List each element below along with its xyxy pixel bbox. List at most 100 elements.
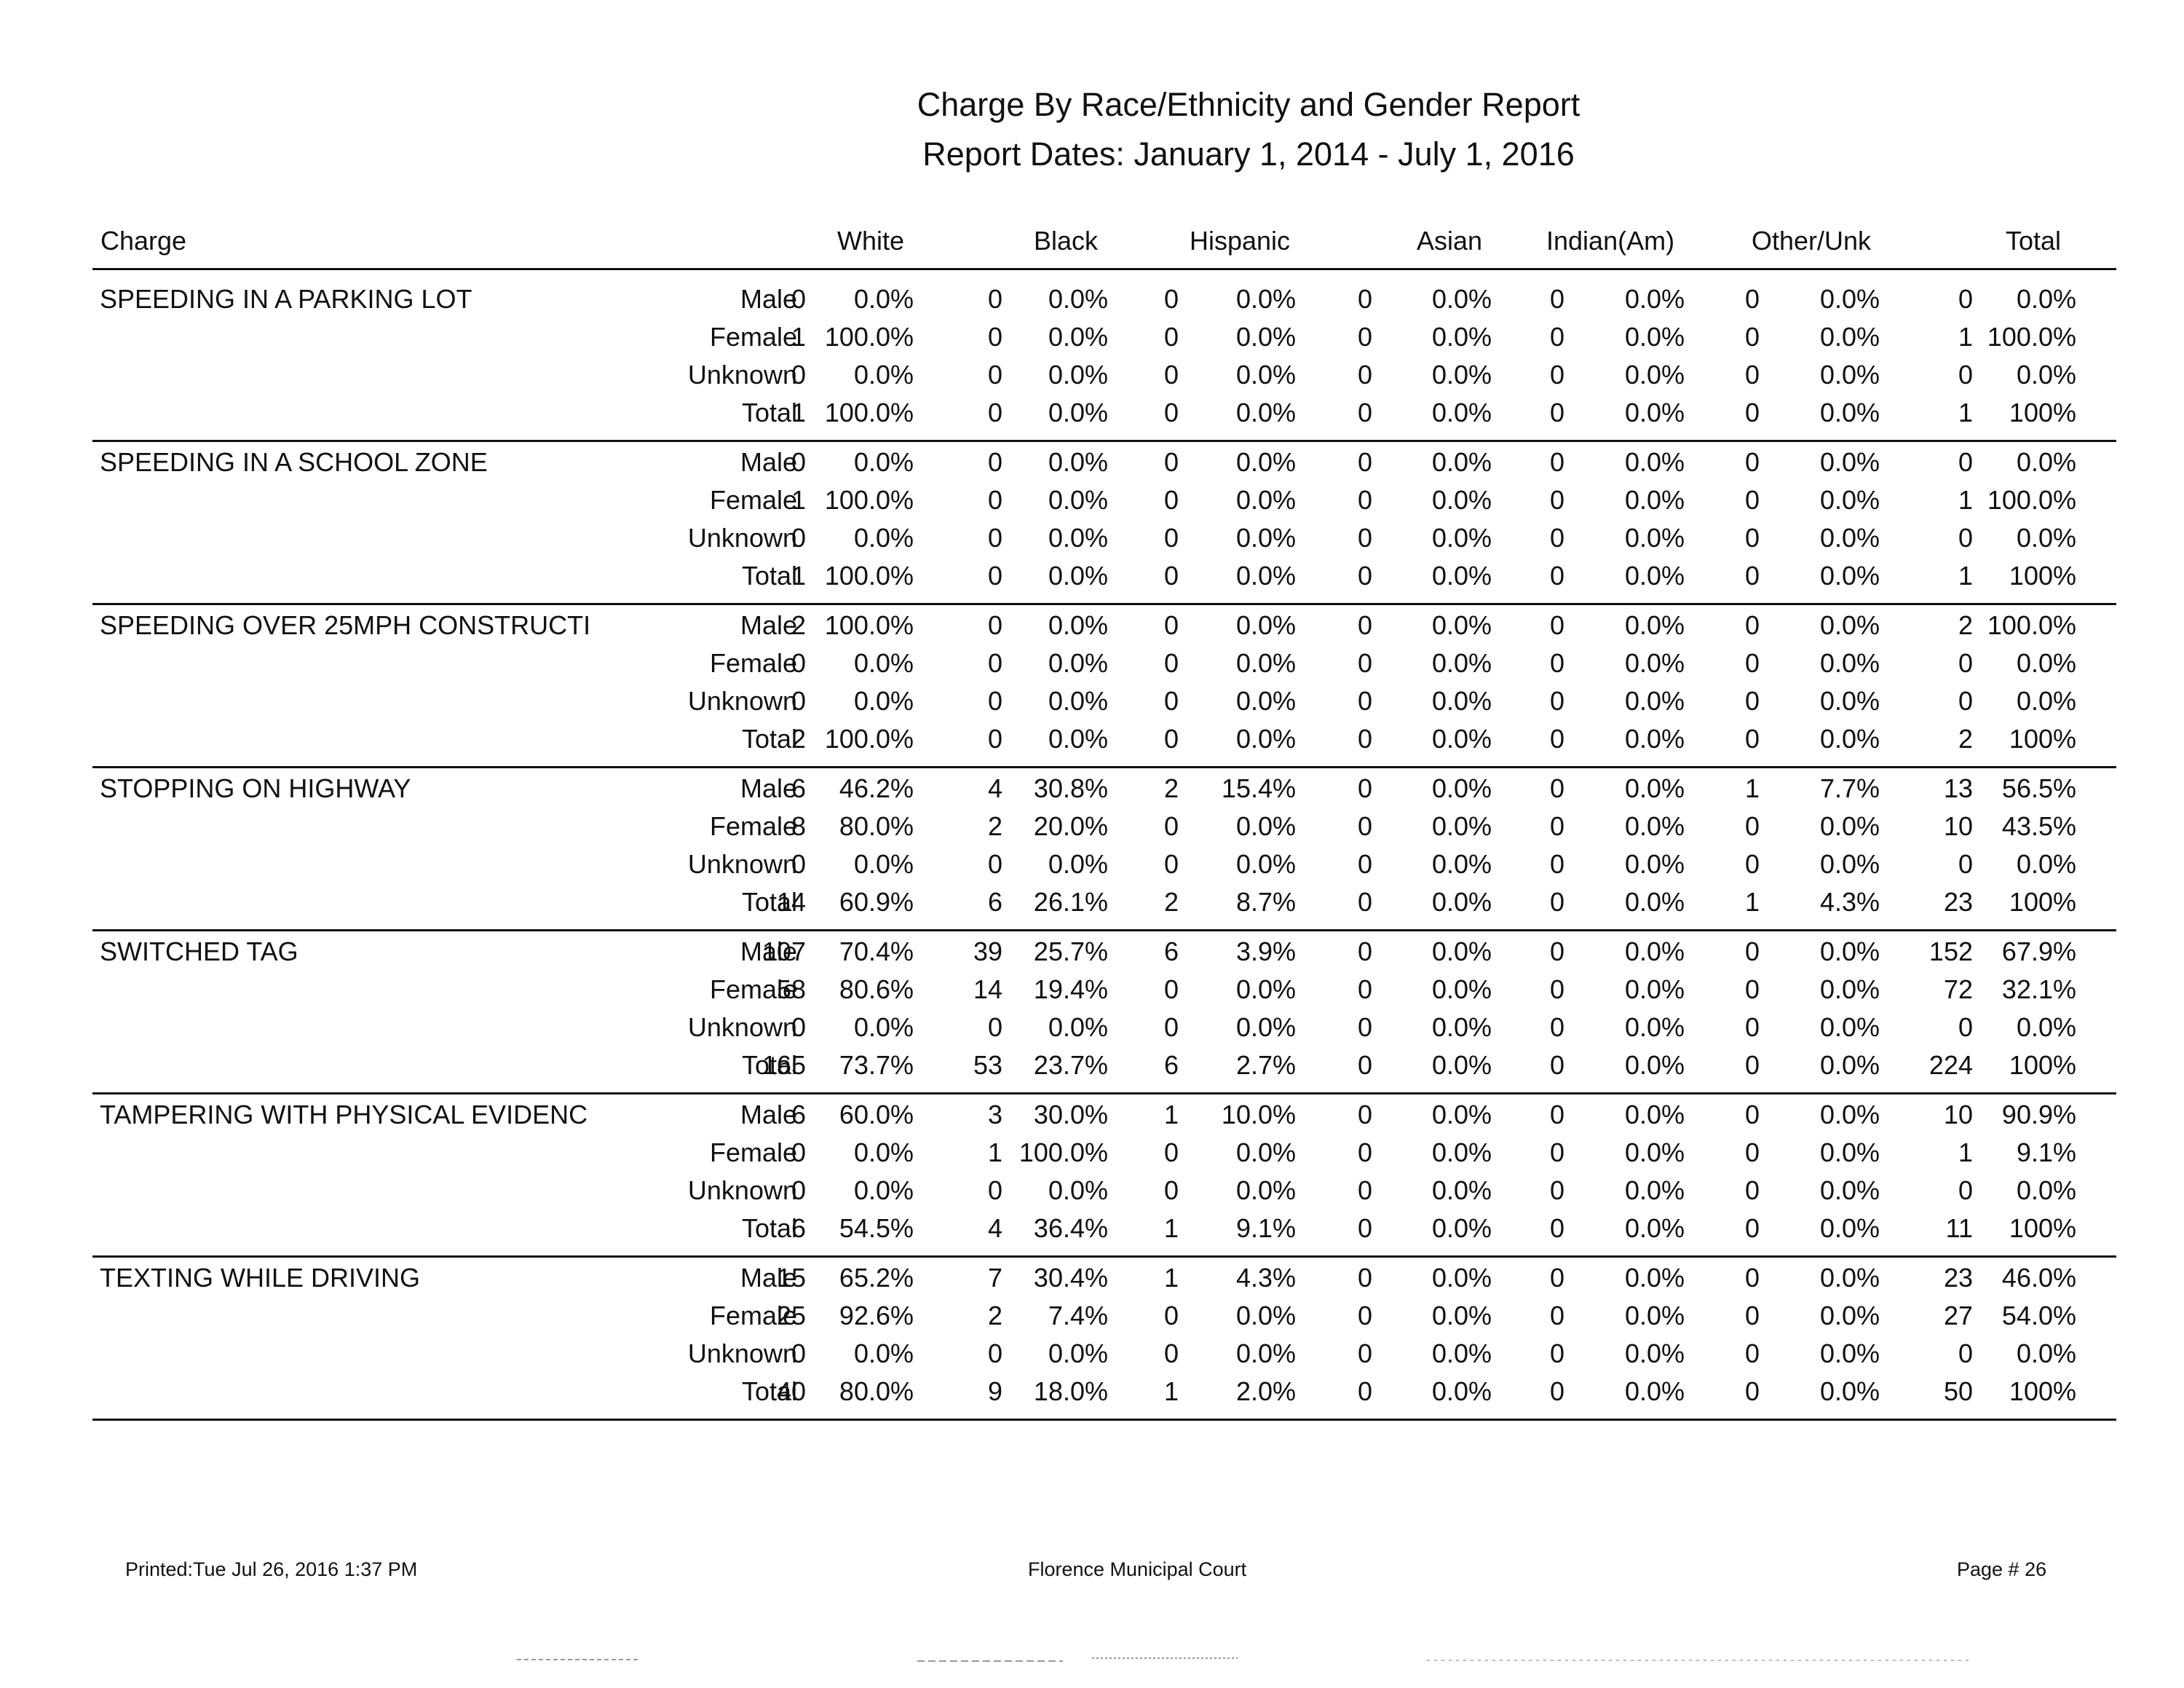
total-percent: 9.1%: [2016, 1137, 2076, 1167]
asian-percent: 0.0%: [1431, 447, 1492, 477]
table-row: Total 165 73.7% 53 23.7% 6 2.7% 0 0.0% 0 0.0% 0 0.0%…: [92, 1050, 2116, 1088]
white-percent: 0.0%: [853, 1338, 914, 1368]
header-white: White: [837, 226, 905, 256]
asian-count: 0: [1357, 1213, 1372, 1243]
gender-label: Total: [741, 887, 797, 917]
indian-percent: 0.0%: [1624, 485, 1685, 515]
white-percent: 100.0%: [824, 561, 914, 591]
black-percent: 0.0%: [1048, 610, 1108, 640]
white-count: 165: [761, 1050, 806, 1080]
white-count: 0: [791, 360, 806, 390]
total-count: 2: [1958, 724, 1973, 754]
white-percent: 60.9%: [839, 887, 914, 917]
other-percent: 0.0%: [1819, 686, 1880, 716]
indian-percent: 0.0%: [1624, 1213, 1685, 1243]
white-count: 40: [776, 1376, 806, 1406]
black-count: 0: [987, 485, 1002, 515]
black-count: 39: [973, 936, 1002, 966]
total-count: 224: [1928, 1050, 1973, 1080]
white-count: 14: [776, 887, 806, 917]
footer-court: Florence Municipal Court: [1028, 1558, 1247, 1580]
white-percent: 0.0%: [853, 686, 914, 716]
other-count: 0: [1744, 936, 1760, 966]
asian-count: 0: [1357, 1301, 1372, 1330]
asian-count: 0: [1357, 1100, 1372, 1129]
total-count: 0: [1958, 447, 1973, 477]
white-count: 25: [776, 1301, 806, 1330]
indian-count: 0: [1549, 447, 1564, 477]
asian-percent: 0.0%: [1431, 360, 1492, 390]
white-percent: 54.5%: [839, 1213, 914, 1243]
black-percent: 19.4%: [1033, 974, 1108, 1004]
total-count: 0: [1958, 523, 1973, 553]
indian-count: 0: [1549, 1175, 1564, 1205]
indian-count: 0: [1549, 398, 1564, 427]
black-count: 0: [987, 648, 1002, 678]
black-percent: 0.0%: [1048, 523, 1108, 553]
gender-label: Unknown: [687, 523, 797, 553]
other-count: 0: [1744, 1175, 1760, 1205]
indian-count: 0: [1549, 1376, 1564, 1406]
black-count: 2: [987, 811, 1002, 841]
white-count: 58: [776, 974, 806, 1004]
table-row: Unknown 0 0.0% 0 0.0% 0 0.0% 0 0.0% 0 0.0% 0 0.0% 0 0.…: [92, 849, 2116, 887]
black-count: 3: [987, 1100, 1002, 1129]
black-count: 0: [987, 523, 1002, 553]
indian-percent: 0.0%: [1624, 1376, 1685, 1406]
charge-group: TAMPERING WITH PHYSICAL EVIDENC Male 6 60.0…: [92, 1092, 2116, 1258]
gender-label: Unknown: [687, 1175, 797, 1205]
gender-label: Male: [740, 1263, 797, 1293]
black-count: 14: [973, 974, 1002, 1004]
black-percent: 7.4%: [1048, 1301, 1108, 1330]
indian-count: 0: [1549, 1050, 1564, 1080]
other-percent: 0.0%: [1819, 936, 1880, 966]
asian-percent: 0.0%: [1431, 1100, 1492, 1129]
indian-percent: 0.0%: [1624, 610, 1685, 640]
indian-count: 0: [1549, 648, 1564, 678]
black-percent: 0.0%: [1048, 322, 1108, 352]
black-count: 7: [987, 1263, 1002, 1293]
charge-group: SPEEDING IN A PARKING LOT Male 0 0.0% 0 0.0% 0…: [92, 277, 2116, 442]
gender-label: Female: [709, 1137, 797, 1167]
other-count: 0: [1744, 724, 1760, 754]
other-count: 0: [1744, 1338, 1760, 1368]
total-count: 0: [1958, 648, 1973, 678]
hispanic-percent: 0.0%: [1235, 1175, 1296, 1205]
gender-label: Male: [740, 284, 797, 314]
other-count: 0: [1744, 322, 1760, 352]
white-percent: 0.0%: [853, 360, 914, 390]
other-percent: 0.0%: [1819, 1050, 1880, 1080]
hispanic-count: 0: [1163, 648, 1179, 678]
black-percent: 30.4%: [1033, 1263, 1108, 1293]
total-percent: 0.0%: [2016, 849, 2076, 879]
black-percent: 0.0%: [1048, 1338, 1108, 1368]
black-percent: 0.0%: [1048, 485, 1108, 515]
asian-count: 0: [1357, 523, 1372, 553]
white-percent: 80.6%: [839, 974, 914, 1004]
asian-percent: 0.0%: [1431, 811, 1492, 841]
hispanic-count: 0: [1163, 398, 1179, 427]
other-count: 1: [1744, 773, 1760, 803]
total-count: 27: [1943, 1301, 1973, 1330]
other-count: 0: [1744, 485, 1760, 515]
other-percent: 0.0%: [1819, 1376, 1880, 1406]
white-count: 15: [776, 1263, 806, 1293]
other-percent: 0.0%: [1819, 1213, 1880, 1243]
other-count: 0: [1744, 648, 1760, 678]
other-percent: 0.0%: [1819, 811, 1880, 841]
other-percent: 0.0%: [1819, 1175, 1880, 1205]
other-percent: 0.0%: [1819, 724, 1880, 754]
table-row: Female 1 100.0% 0 0.0% 0 0.0% 0 0.0% 0 0.0% 0 0.0% 1 1…: [92, 485, 2116, 523]
hispanic-percent: 0.0%: [1235, 322, 1296, 352]
charge-name: TEXTING WHILE DRIVING: [100, 1263, 421, 1293]
gender-label: Female: [709, 322, 797, 352]
hispanic-percent: 0.0%: [1235, 648, 1296, 678]
black-count: 0: [987, 1012, 1002, 1042]
asian-percent: 0.0%: [1431, 322, 1492, 352]
total-count: 23: [1943, 1263, 1973, 1293]
black-percent: 18.0%: [1033, 1376, 1108, 1406]
indian-count: 0: [1549, 610, 1564, 640]
other-count: 0: [1744, 523, 1760, 553]
charge-group: TEXTING WHILE DRIVING Male 15 65.2% 7 30.4% 1 4…: [92, 1255, 2116, 1421]
white-percent: 70.4%: [839, 936, 914, 966]
